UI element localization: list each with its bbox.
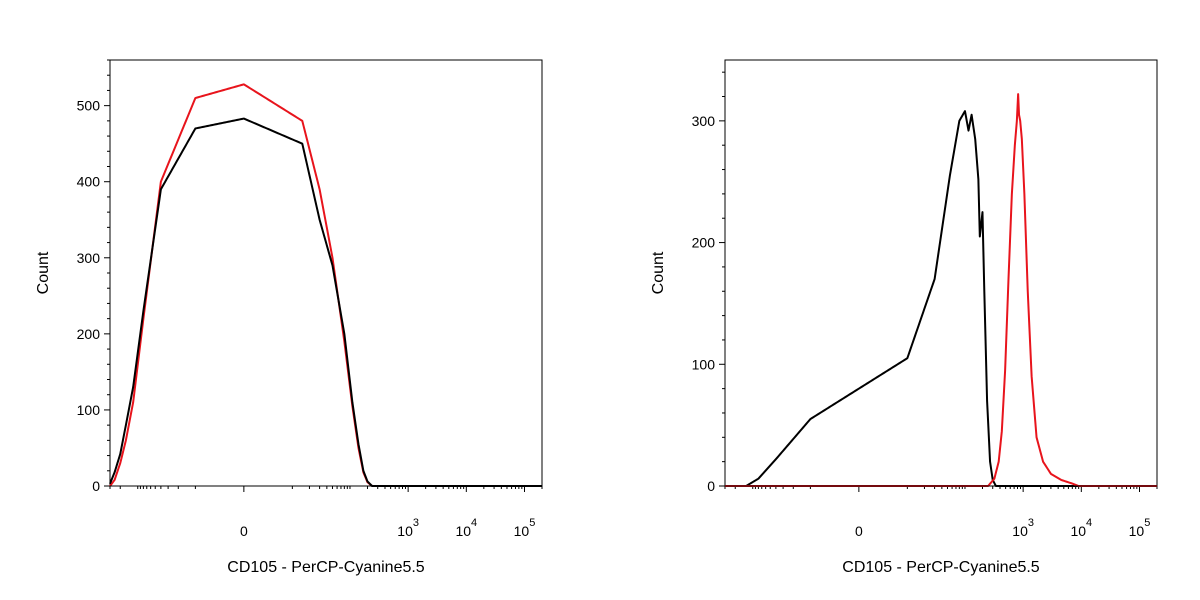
x-tick-exponent: 4 <box>471 517 477 529</box>
x-tick-exponent: 5 <box>1144 517 1150 529</box>
y-tick-label: 0 <box>92 478 100 494</box>
x-tick-exponent: 4 <box>1086 517 1092 529</box>
y-tick-label: 100 <box>692 356 716 372</box>
series-line <box>745 110 1157 487</box>
x-tick-label: 105 <box>1129 517 1151 539</box>
x-tick-base: 10 <box>1129 523 1145 539</box>
plot-frame <box>109 59 543 487</box>
x-tick-base: 10 <box>397 523 413 539</box>
y-tick-label: 500 <box>77 98 101 114</box>
x-tick-label: 104 <box>455 517 477 539</box>
x-tick-base: 0 <box>855 523 863 539</box>
y-tick-label: 300 <box>692 113 716 129</box>
series-line <box>725 93 1157 487</box>
x-tick-label: 0 <box>240 523 248 539</box>
x-tick-label: 103 <box>397 517 419 539</box>
plot-frame <box>724 59 1158 487</box>
y-tick-label: 400 <box>77 174 101 190</box>
x-tick-label: 104 <box>1070 517 1092 539</box>
x-tick-exponent: 3 <box>1028 517 1034 529</box>
y-axis-label: Count <box>35 251 52 294</box>
x-tick-base: 10 <box>455 523 471 539</box>
x-tick-base: 10 <box>1012 523 1028 539</box>
x-tick-exponent: 3 <box>413 517 419 529</box>
x-tick-base: 0 <box>240 523 248 539</box>
y-tick-label: 200 <box>77 326 101 342</box>
series-line <box>109 117 542 487</box>
y-tick-label: 100 <box>77 402 101 418</box>
x-tick-label: 105 <box>514 517 536 539</box>
x-tick-exponent: 5 <box>529 517 535 529</box>
y-axis-label: Count <box>650 251 667 294</box>
y-tick-label: 200 <box>692 235 716 251</box>
x-tick-label: 0 <box>855 523 863 539</box>
series-line <box>109 83 542 487</box>
y-tick-label: 0 <box>707 478 715 494</box>
y-tick-label: 300 <box>77 250 101 266</box>
x-tick-base: 10 <box>514 523 530 539</box>
x-axis-label: CD105 - PerCP-Cyanine5.5 <box>227 559 425 576</box>
x-tick-label: 103 <box>1012 517 1034 539</box>
x-tick-base: 10 <box>1070 523 1086 539</box>
x-axis-label: CD105 - PerCP-Cyanine5.5 <box>842 559 1040 576</box>
